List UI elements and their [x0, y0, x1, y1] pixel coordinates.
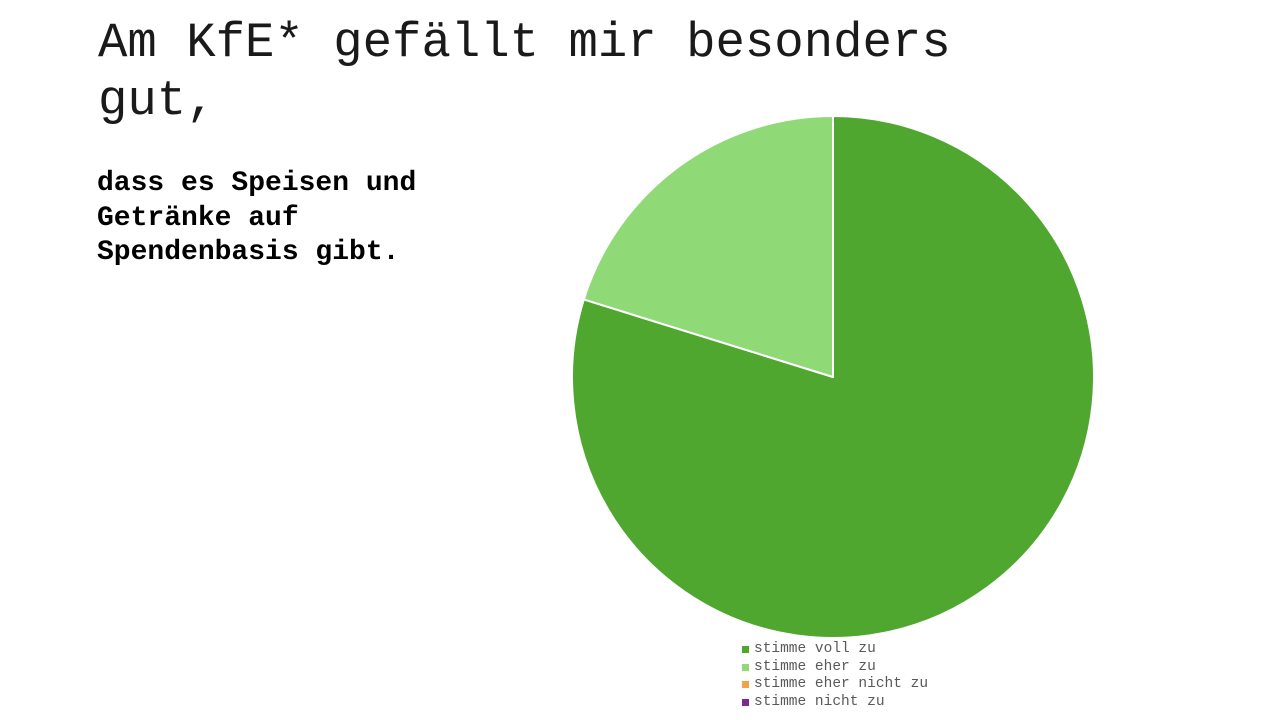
legend-item: stimme eher zu: [742, 659, 928, 677]
legend-item: stimme eher nicht zu: [742, 676, 928, 694]
slide-title: Am KfE* gefällt mir besonders gut,: [98, 15, 951, 129]
legend-item: stimme nicht zu: [742, 694, 928, 712]
legend-label: stimme eher zu: [754, 658, 876, 675]
legend-item: stimme voll zu: [742, 641, 928, 659]
legend-swatch: [742, 646, 749, 654]
legend-swatch: [742, 663, 749, 671]
pie-slice-1: [582, 115, 834, 378]
legend-label: stimme voll zu: [754, 641, 876, 657]
pie-slice-0: [571, 115, 1095, 639]
legend-label: stimme eher nicht zu: [754, 676, 929, 692]
legend-swatch: [742, 681, 749, 689]
slide-subtitle: dass es Speisen und Getränke auf Spenden…: [97, 168, 417, 268]
chart-legend: stimme voll zu stimme eher zu stimme eher …: [742, 641, 928, 711]
legend-label: stimme nicht zu: [754, 693, 885, 710]
legend-swatch: [742, 698, 749, 706]
